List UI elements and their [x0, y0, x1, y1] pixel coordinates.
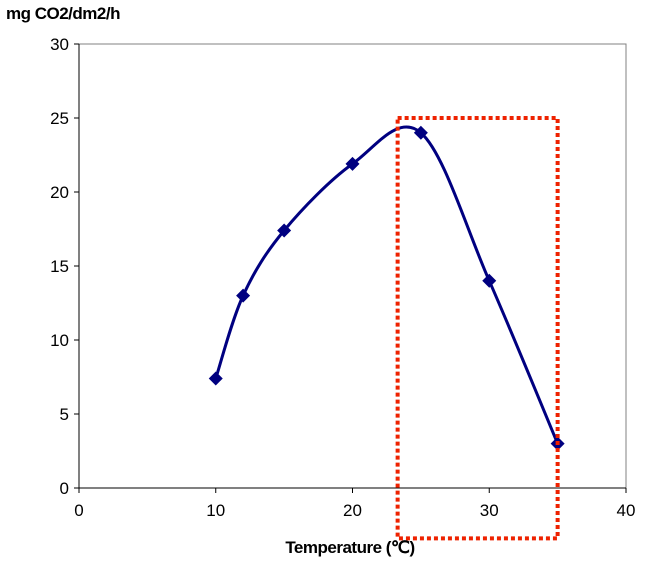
data-point-marker: [345, 156, 360, 171]
y-tick-label: 20: [50, 183, 69, 202]
plot-area-border: [78, 43, 627, 489]
data-point-marker: [277, 223, 292, 238]
y-tick-label: 10: [50, 331, 69, 350]
x-axis-label: Temperature (℃): [285, 538, 415, 557]
x-tick-label: 20: [343, 501, 362, 520]
data-point-marker: [482, 273, 497, 288]
y-tick-label: 0: [60, 479, 69, 498]
y-axis-label: mg CO2/dm2/h: [6, 4, 120, 23]
y-tick-label: 5: [60, 405, 69, 424]
data-point-marker: [413, 125, 428, 140]
x-tick-label: 40: [617, 501, 636, 520]
data-point-marker: [208, 371, 223, 386]
series-line: [214, 125, 560, 445]
y-tick-label: 25: [50, 109, 69, 128]
x-tick-label: 30: [480, 501, 499, 520]
x-tick-label: 10: [206, 501, 225, 520]
data-point-marker: [236, 288, 251, 303]
highlight-box: [395, 116, 560, 541]
y-tick-label: 15: [50, 257, 69, 276]
x-tick-label: 0: [74, 501, 83, 520]
y-tick-label: 30: [50, 35, 69, 54]
